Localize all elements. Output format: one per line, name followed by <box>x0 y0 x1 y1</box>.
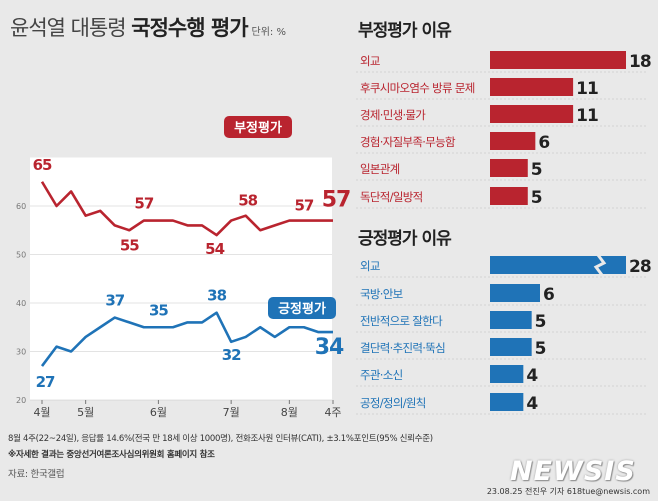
category-label: 국방·안보 <box>360 287 403 301</box>
data-label: 58 <box>238 192 257 210</box>
bar-value-label: 28 <box>629 257 651 277</box>
approval-line-chart: 20 30 40 50 60 4월 5월 6월 7월 8월 4주 65 55 57 54 58 57 57 부정평가… <box>16 116 350 419</box>
category-label: 경험·자질부족·무능함 <box>360 135 456 149</box>
x-tick-label: 5월 <box>77 406 94 419</box>
source-label: 자료: 한국갤럽 <box>8 469 65 480</box>
bar <box>490 78 574 96</box>
bar <box>490 51 626 69</box>
bar-value-label: 11 <box>576 79 598 99</box>
detail-note: ※자세한 결과는 중앙선거여론조사심의위원회 홈페이지 참조 <box>8 450 215 460</box>
x-tick-label: 7월 <box>223 406 240 419</box>
series-name: 부정평가 <box>234 120 282 136</box>
bar-value-label: 18 <box>629 52 651 72</box>
bar-value-label: 6 <box>538 133 549 153</box>
bar-value-label: 5 <box>535 339 546 359</box>
bar <box>490 187 528 205</box>
category-label: 공정/정의/원칙 <box>360 396 426 410</box>
bar-value-label: 5 <box>531 160 542 180</box>
data-label: 57 <box>134 195 153 213</box>
x-tick-label: 6월 <box>150 406 167 419</box>
data-label: 65 <box>33 156 52 174</box>
category-label: 외교 <box>360 259 380 273</box>
y-tick-label: 30 <box>16 348 26 357</box>
data-label: 35 <box>149 301 168 319</box>
bar <box>490 284 540 302</box>
data-label: 27 <box>36 373 55 391</box>
bar <box>490 256 626 274</box>
data-label: 55 <box>120 236 139 254</box>
category-label: 독단적/일방적 <box>360 190 423 204</box>
x-tick-label: 4월 <box>33 406 50 419</box>
bar-chart-title: 부정평가 이유 <box>358 21 452 41</box>
y-tick-label: 60 <box>16 202 26 211</box>
bar <box>490 311 532 329</box>
data-label: 32 <box>222 346 241 364</box>
data-label: 37 <box>105 292 124 310</box>
category-label: 주관·소신 <box>360 368 403 382</box>
bar <box>490 105 574 123</box>
title-normal: 윤석열 대통령 <box>10 16 127 40</box>
series-badge <box>224 116 292 138</box>
category-label: 전반적으로 잘한다 <box>360 314 443 328</box>
bar-value-label: 4 <box>526 394 538 414</box>
x-tick-label: 4주 <box>324 406 341 419</box>
series-badge <box>268 297 336 319</box>
y-tick-label: 20 <box>16 396 26 405</box>
category-label: 외교 <box>360 54 380 68</box>
survey-footnote: 8월 4주(22~24일), 응답률 14.6%(전국 만 18세 이상 100… <box>8 434 433 444</box>
category-label: 일본관계 <box>360 162 400 176</box>
series-name: 긍정평가 <box>278 301 326 317</box>
title-bold: 국정수행 평가 <box>131 16 248 40</box>
chart-title: 윤석열 대통령 국정수행 평가 단위: % <box>10 12 286 42</box>
bar-value-label: 5 <box>531 188 542 208</box>
data-label: 54 <box>205 240 224 258</box>
data-label: 38 <box>207 287 226 305</box>
bar-value-label: 11 <box>576 106 598 126</box>
y-tick-label: 40 <box>16 299 26 308</box>
bar-chart-title: 긍정평가 이유 <box>358 229 452 249</box>
data-label: 34 <box>315 335 344 360</box>
x-tick-label: 8월 <box>281 406 298 419</box>
y-tick-label: 50 <box>16 251 26 260</box>
bar-value-label: 6 <box>543 285 554 305</box>
bar-value-label: 4 <box>526 366 538 386</box>
bar <box>490 393 524 411</box>
plot-area <box>30 157 332 400</box>
data-label: 57 <box>294 197 313 215</box>
category-label: 결단력·추진력·뚝심 <box>360 341 445 355</box>
bar <box>490 159 528 177</box>
newsis-logo: NEWSIS <box>510 456 636 487</box>
category-label: 경제·민생·물가 <box>360 108 426 122</box>
unit-label: 단위: % <box>251 27 286 38</box>
category-label: 후쿠시마오염수 방류 문제 <box>360 81 475 95</box>
bar <box>490 132 536 150</box>
credit-line: 23.08.25 전진우 기자 618tue@newsis.com <box>486 487 650 496</box>
data-label: 57 <box>322 188 350 213</box>
bar <box>490 338 532 356</box>
axis-break-mark <box>593 254 607 276</box>
bar-value-label: 5 <box>535 312 546 332</box>
bar <box>490 365 524 383</box>
